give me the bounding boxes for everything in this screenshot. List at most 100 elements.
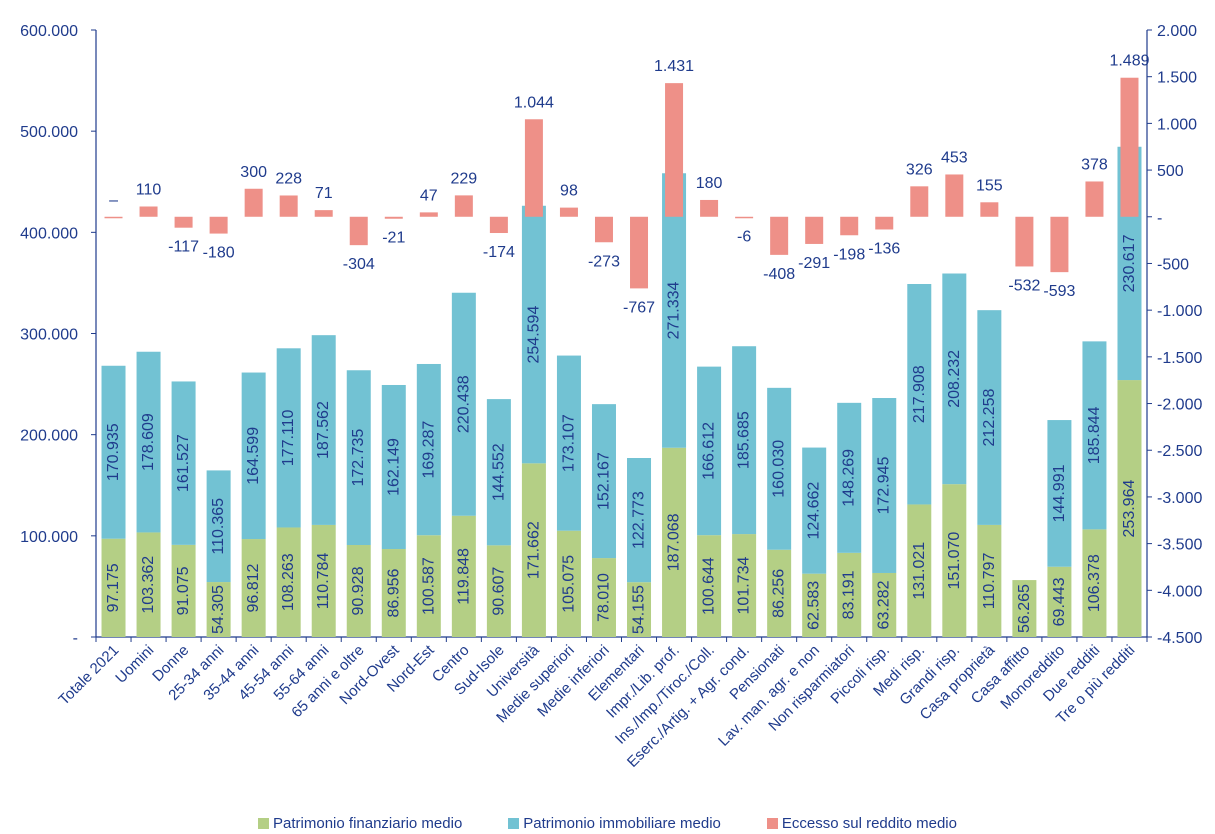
data-label-immobiliare: 110.365 (210, 498, 227, 555)
data-label-eccesso: -291 (798, 255, 830, 272)
bar-eccesso-reddito (840, 216, 859, 236)
bar-patrimonio-finanziario (1117, 380, 1142, 637)
bar-patrimonio-immobiliare (662, 173, 687, 448)
data-label-eccesso: 71 (315, 185, 333, 202)
bar-eccesso-reddito (454, 195, 473, 217)
bar-patrimonio-finanziario (802, 573, 827, 637)
data-label-immobiliare: 164.599 (245, 427, 262, 485)
y-right-tick-label: 1.000 (1157, 116, 1197, 133)
bar-patrimonio-immobiliare (171, 381, 196, 545)
data-label-finanziario: 86.956 (385, 568, 402, 617)
legend-swatch-ecc (766, 817, 778, 829)
y-left-tick-label: 300.000 (20, 327, 78, 344)
bar-eccesso-reddito (1120, 77, 1139, 217)
bar-eccesso-reddito (244, 188, 263, 217)
data-label-immobiliare: 220.438 (455, 375, 472, 433)
data-label-immobiliare: 166.612 (701, 422, 718, 480)
data-label-finanziario: 108.263 (280, 553, 297, 611)
bar-patrimonio-finanziario (346, 545, 371, 637)
bar-patrimonio-immobiliare (416, 363, 441, 536)
data-label-immobiliare: 152.167 (595, 452, 612, 510)
data-label-eccesso: 453 (941, 149, 968, 166)
y-right-tick-label: -2.500 (1157, 443, 1202, 460)
bar-patrimonio-immobiliare (486, 399, 511, 546)
bar-patrimonio-finanziario (627, 582, 652, 637)
bar-patrimonio-immobiliare (802, 447, 827, 574)
bar-patrimonio-immobiliare (942, 273, 967, 485)
data-label-immobiliare: 160.030 (771, 440, 788, 498)
bar-patrimonio-finanziario (1012, 580, 1037, 637)
bar-patrimonio-immobiliare (1082, 341, 1107, 530)
data-label-immobiliare: 122.773 (631, 491, 648, 549)
bar-patrimonio-finanziario (206, 582, 231, 637)
data-label-eccesso: 326 (906, 161, 933, 178)
bar-eccesso-reddito (735, 216, 754, 219)
bar-eccesso-reddito (174, 216, 193, 228)
bar-patrimonio-immobiliare (241, 372, 266, 540)
bar-eccesso-reddito (349, 216, 368, 246)
data-label-eccesso: 180 (696, 175, 723, 192)
data-label-immobiliare: 162.149 (385, 438, 402, 496)
bar-patrimonio-finanziario (556, 530, 581, 637)
data-label-immobiliare: 230.617 (1121, 234, 1138, 292)
bar-patrimonio-immobiliare (381, 384, 406, 550)
data-label-finanziario: 103.362 (140, 556, 157, 614)
data-label-eccesso: 229 (450, 170, 477, 187)
bar-eccesso-reddito (630, 216, 649, 289)
bar-patrimonio-finanziario (241, 539, 266, 637)
y-left-tick-label: 200.000 (20, 428, 78, 445)
data-label-immobiliare: 144.552 (490, 443, 507, 501)
data-label-eccesso: – (109, 192, 118, 209)
bar-patrimonio-immobiliare (311, 335, 336, 525)
data-label-eccesso: 1.489 (1109, 53, 1149, 70)
legend-label-fin: Patrimonio finanziario medio (273, 814, 463, 832)
y-left-tick-label: - (73, 630, 78, 647)
bar-eccesso-reddito (384, 216, 403, 219)
y-left-tick-label: 600.000 (20, 23, 78, 40)
data-label-immobiliare: 254.594 (525, 306, 542, 364)
data-label-immobiliare: 161.527 (175, 434, 192, 492)
y-right-tick-label: 1.500 (1157, 70, 1197, 87)
data-label-immobiliare: 169.287 (420, 421, 437, 479)
legend-label-imm: Patrimonio immobiliare medio (523, 814, 721, 832)
data-label-eccesso: 378 (1081, 156, 1108, 173)
bar-patrimonio-immobiliare (627, 458, 652, 583)
bar-patrimonio-finanziario (977, 524, 1002, 637)
data-label-finanziario: 131.021 (911, 542, 928, 600)
bar-patrimonio-finanziario (1082, 529, 1107, 637)
data-label-finanziario: 187.068 (666, 513, 683, 571)
bar-eccesso-reddito (875, 216, 894, 230)
data-label-eccesso: -198 (833, 246, 865, 263)
y-left-tick-label: 400.000 (20, 225, 78, 242)
bar-eccesso-reddito (419, 212, 438, 217)
data-label-eccesso: -408 (763, 266, 795, 283)
bar-eccesso-reddito (770, 216, 789, 255)
data-label-finanziario: 110.797 (981, 553, 998, 610)
bar-eccesso-reddito (594, 216, 613, 243)
data-label-finanziario: 91.075 (175, 566, 192, 615)
data-label-finanziario: 101.734 (736, 557, 753, 615)
bar-patrimonio-immobiliare (1047, 420, 1072, 567)
bar-patrimonio-finanziario (101, 538, 126, 637)
bar-patrimonio-finanziario (591, 558, 616, 637)
bar-patrimonio-immobiliare (697, 366, 722, 536)
data-label-immobiliare: 172.735 (350, 429, 367, 487)
bar-patrimonio-finanziario (451, 515, 476, 637)
data-label-finanziario: 83.191 (841, 570, 858, 619)
y-right-tick-label: -3.000 (1157, 490, 1202, 507)
data-label-finanziario: 62.583 (806, 581, 823, 630)
y-right-tick-label: 2.000 (1157, 23, 1197, 40)
data-label-finanziario: 96.812 (245, 563, 262, 612)
data-label-eccesso: -180 (203, 245, 235, 262)
data-label-eccesso: 228 (275, 170, 302, 187)
data-label-immobiliare: 208.232 (946, 350, 963, 408)
data-label-immobiliare: 217.908 (911, 365, 928, 423)
bar-eccesso-reddito (489, 216, 508, 234)
bar-patrimonio-immobiliare (276, 348, 301, 528)
data-label-eccesso: -273 (588, 253, 620, 270)
bar-eccesso-reddito (805, 216, 824, 244)
bar-eccesso-reddito (910, 186, 929, 217)
data-label-finanziario: 105.075 (560, 555, 577, 613)
data-label-finanziario: 54.305 (210, 585, 227, 634)
bar-patrimonio-immobiliare (977, 310, 1002, 525)
